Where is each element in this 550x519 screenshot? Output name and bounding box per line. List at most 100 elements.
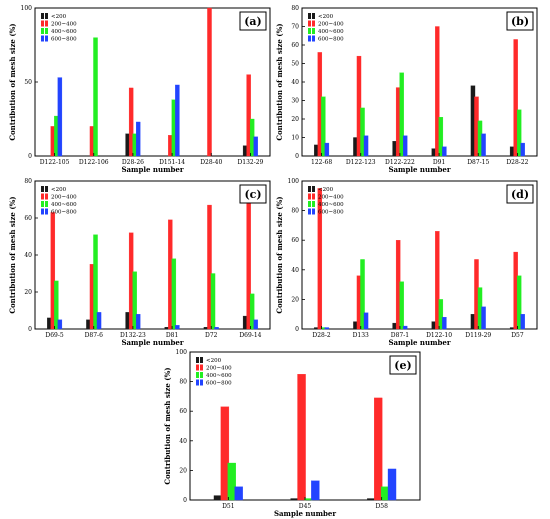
bar-600800-D45 — [311, 480, 320, 501]
bar-600800-D87-15 — [481, 133, 486, 157]
bar-200400-D132-29 — [246, 74, 251, 157]
legend-swatch — [45, 28, 48, 34]
legend-swatch — [312, 186, 315, 192]
bar-600800-D28-22 — [520, 142, 525, 157]
x-tick-label: D122-10 — [426, 332, 452, 339]
bar-200400-D28-26 — [128, 87, 134, 157]
bar-400600-D51 — [227, 462, 236, 501]
legend-label: 600~800 — [318, 37, 344, 43]
legend-label: 600~800 — [206, 381, 232, 387]
legend-swatch — [196, 372, 199, 378]
bar-400600-D87-1 — [399, 281, 404, 330]
bar-400600-D133 — [360, 259, 365, 330]
legend-label: 400~600 — [51, 29, 77, 35]
legend-swatch — [200, 364, 203, 371]
bar-600800-D81 — [175, 325, 180, 330]
x-tick-label: D28-2 — [312, 332, 330, 339]
panel-label: (c) — [244, 188, 261, 201]
bar-600800-D122-123 — [363, 135, 369, 157]
y-tick-label: 40 — [291, 79, 299, 86]
panel-label-box — [239, 184, 267, 204]
legend-swatch — [312, 28, 315, 34]
legend-label: 200~400 — [206, 366, 232, 372]
y-tick-label: 60 — [24, 215, 32, 222]
legend-swatch — [41, 208, 44, 215]
bar-200400-D28-40 — [207, 7, 212, 157]
y-tick-label: 0 — [183, 497, 187, 504]
bar-200400-D122-10 — [435, 231, 440, 330]
y-tick-label: 10 — [291, 135, 299, 142]
x-tick-label: D122-106 — [79, 159, 109, 166]
chart-panel-4: 0 20 40 60 80 100 D51 D45 D58 Sample number Contri… — [163, 349, 421, 518]
panel-label: (b) — [511, 15, 529, 28]
legend-label: 200~400 — [51, 195, 77, 201]
x-tick-label: D69-14 — [239, 332, 261, 339]
legend-swatch — [45, 201, 48, 207]
x-tick-label: D132-29 — [237, 159, 263, 166]
legend-swatch — [308, 13, 311, 19]
legend-label: 600~800 — [51, 210, 77, 216]
y-tick-label: 20 — [24, 289, 32, 296]
bar-600800-D122-10 — [442, 317, 447, 330]
x-tick-label: D45 — [299, 503, 312, 510]
legend-swatch — [45, 35, 48, 42]
legend-swatch — [196, 357, 199, 363]
legend-label: <200 — [51, 187, 67, 193]
legend-swatch — [41, 28, 44, 34]
bar-200400-D58 — [374, 397, 383, 501]
legend-swatch — [312, 208, 315, 215]
bar-400600-D81 — [171, 258, 177, 330]
legend-swatch — [196, 379, 199, 386]
legend-label: <200 — [318, 187, 334, 193]
y-tick-label: 0 — [28, 153, 32, 160]
legend-swatch — [200, 372, 203, 378]
bar-600800-D122-105 — [57, 77, 63, 157]
bar-200400-D28-2 — [317, 188, 323, 330]
x-tick-label: D69-5 — [45, 332, 63, 339]
x-tick-label: 122-68 — [311, 159, 332, 166]
bar-600800-D132-23 — [135, 314, 141, 330]
bar-200400-D91 — [435, 26, 440, 157]
bar-400600-D91 — [438, 117, 444, 157]
y-tick-label: 0 — [28, 326, 32, 333]
bar-600800-D28-26 — [135, 121, 141, 157]
x-tick-label: D28-22 — [506, 159, 528, 166]
y-tick-label: 20 — [179, 467, 187, 474]
panel-label: (e) — [394, 359, 411, 372]
x-tick-label: D58 — [375, 503, 388, 510]
legend-swatch — [308, 208, 311, 215]
y-tick-label: 0 — [295, 153, 299, 160]
legend-label: 400~600 — [318, 202, 344, 208]
bar-600800-D119-29 — [481, 306, 486, 330]
bar-400600-D72 — [210, 273, 216, 330]
bar-400600-D122-10 — [438, 299, 444, 330]
legend-swatch — [308, 20, 311, 27]
panel-label-box — [506, 184, 534, 204]
x-axis-label: Sample number — [388, 165, 450, 174]
y-tick-label: 40 — [24, 252, 32, 259]
x-tick-label: D57 — [511, 332, 524, 339]
legend-swatch — [41, 13, 44, 19]
bar-200400-D72 — [207, 204, 212, 330]
y-tick-label: 20 — [291, 116, 299, 123]
x-tick-label: D51 — [222, 503, 234, 510]
panel-label: (a) — [244, 15, 262, 28]
y-tick-label: 100 — [21, 5, 33, 12]
y-tick-label: 100 — [176, 349, 188, 356]
bar-200400-D69-5 — [50, 212, 56, 330]
y-axis-label: Contribution of mesh size (%) — [163, 367, 172, 484]
bar-600800-D151-14 — [175, 84, 180, 157]
chart-panel-2: 0 20 40 60 80 D69-5 D87-6 D132-23 D81 D72 D69-14 Sa… — [8, 178, 271, 347]
x-tick-label: D87-1 — [391, 332, 409, 339]
legend-label: 600~800 — [51, 37, 77, 43]
legend-label: <200 — [318, 14, 334, 20]
panel-label-box — [239, 11, 267, 31]
y-tick-label: 50 — [291, 61, 299, 68]
x-tick-label: D87-15 — [467, 159, 489, 166]
bar-400600-D122-222 — [399, 72, 404, 157]
y-tick-label: 40 — [179, 438, 187, 445]
bar-600800-122-68 — [324, 142, 330, 157]
y-tick-label: 80 — [179, 379, 187, 386]
legend-swatch — [200, 357, 203, 363]
